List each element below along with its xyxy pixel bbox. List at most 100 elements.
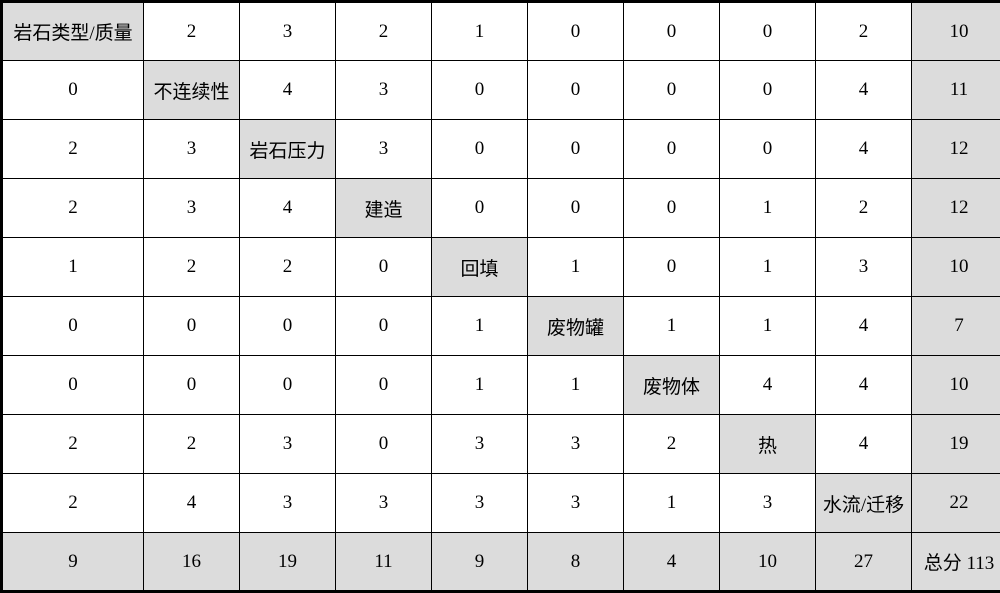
table-cell: 3 <box>720 474 816 533</box>
table-cell: 19 <box>240 533 336 592</box>
table-cell: 27 <box>816 533 912 592</box>
table-cell: 0 <box>2 356 144 415</box>
table-cell: 1 <box>624 474 720 533</box>
table-cell: 废物体 <box>624 356 720 415</box>
table-cell: 0 <box>336 238 432 297</box>
table-cell: 2 <box>144 238 240 297</box>
table-cell: 3 <box>144 179 240 238</box>
table-cell: 10 <box>720 533 816 592</box>
table-cell: 0 <box>624 61 720 120</box>
table-cell: 0 <box>624 2 720 61</box>
table-cell: 4 <box>240 61 336 120</box>
table-cell: 0 <box>720 120 816 179</box>
table-cell: 4 <box>816 61 912 120</box>
table-row: 00001废物罐1147 <box>2 297 1000 356</box>
table-cell: 0 <box>720 61 816 120</box>
table-cell: 2 <box>816 2 912 61</box>
table-row: 23岩石压力30000412 <box>2 120 1000 179</box>
table-cell: 0 <box>624 120 720 179</box>
table-cell: 岩石压力 <box>240 120 336 179</box>
table-cell: 16 <box>144 533 240 592</box>
table-cell: 2 <box>2 120 144 179</box>
table-cell: 0 <box>144 297 240 356</box>
table-cell: 3 <box>336 120 432 179</box>
table-cell: 3 <box>432 415 528 474</box>
table-cell: 热 <box>720 415 816 474</box>
table-cell: 3 <box>816 238 912 297</box>
table-row: 000011废物体4410 <box>2 356 1000 415</box>
table-cell: 11 <box>336 533 432 592</box>
table-cell: 0 <box>240 356 336 415</box>
table-cell: 岩石类型/质量 <box>2 2 144 61</box>
table-cell: 3 <box>240 2 336 61</box>
table-cell: 2 <box>2 474 144 533</box>
table-cell: 3 <box>240 415 336 474</box>
table-cell: 不连续性 <box>144 61 240 120</box>
table-cell: 1 <box>528 238 624 297</box>
table-cell: 0 <box>144 356 240 415</box>
table-cell: 3 <box>432 474 528 533</box>
table-row: 岩石类型/质量2321000210 <box>2 2 1000 61</box>
table-cell: 3 <box>336 474 432 533</box>
table-cell: 4 <box>816 297 912 356</box>
table-cell: 4 <box>816 356 912 415</box>
table-row: 2230332热419 <box>2 415 1000 474</box>
table-cell: 0 <box>432 179 528 238</box>
interaction-matrix-table: 岩石类型/质量23210002100不连续性43000041123岩石压力300… <box>0 0 1000 593</box>
table-cell: 7 <box>912 297 1000 356</box>
table-cell: 4 <box>816 120 912 179</box>
table-cell: 3 <box>528 474 624 533</box>
table-cell: 0 <box>720 2 816 61</box>
table-cell: 1 <box>432 356 528 415</box>
table-cell: 10 <box>912 238 1000 297</box>
table-cell: 2 <box>144 415 240 474</box>
table-cell: 9 <box>2 533 144 592</box>
table-cell: 0 <box>432 120 528 179</box>
table-cell: 0 <box>624 238 720 297</box>
table-row: 0不连续性430000411 <box>2 61 1000 120</box>
table-cell: 总分 113 <box>912 533 1000 592</box>
table-cell: 4 <box>240 179 336 238</box>
table-cell: 建造 <box>336 179 432 238</box>
table-cell: 1 <box>2 238 144 297</box>
table-row: 91619119841027总分 113 <box>2 533 1000 592</box>
table-cell: 2 <box>624 415 720 474</box>
table-cell: 0 <box>528 2 624 61</box>
table-cell: 0 <box>336 297 432 356</box>
table-cell: 0 <box>528 179 624 238</box>
table-row: 234建造0001212 <box>2 179 1000 238</box>
table-cell: 2 <box>2 415 144 474</box>
table-row: 1220回填101310 <box>2 238 1000 297</box>
table-cell: 0 <box>240 297 336 356</box>
table-cell: 0 <box>528 120 624 179</box>
table-cell: 3 <box>336 61 432 120</box>
table-cell: 废物罐 <box>528 297 624 356</box>
table-cell: 10 <box>912 2 1000 61</box>
table-cell: 1 <box>720 179 816 238</box>
table-cell: 0 <box>528 61 624 120</box>
table-cell: 0 <box>624 179 720 238</box>
table-cell: 1 <box>432 2 528 61</box>
table-cell: 1 <box>528 356 624 415</box>
table-body: 岩石类型/质量23210002100不连续性43000041123岩石压力300… <box>2 2 1000 592</box>
table-cell: 22 <box>912 474 1000 533</box>
table-cell: 2 <box>2 179 144 238</box>
table-cell: 9 <box>432 533 528 592</box>
table-cell: 4 <box>816 415 912 474</box>
table-cell: 4 <box>624 533 720 592</box>
table-cell: 4 <box>720 356 816 415</box>
table-row: 24333313水流/迁移22 <box>2 474 1000 533</box>
table-cell: 3 <box>144 120 240 179</box>
table-cell: 2 <box>816 179 912 238</box>
table-cell: 11 <box>912 61 1000 120</box>
table-cell: 0 <box>2 61 144 120</box>
table-cell: 3 <box>528 415 624 474</box>
table-cell: 回填 <box>432 238 528 297</box>
table-cell: 8 <box>528 533 624 592</box>
table-cell: 1 <box>432 297 528 356</box>
table-cell: 0 <box>336 356 432 415</box>
table-cell: 12 <box>912 120 1000 179</box>
table-cell: 10 <box>912 356 1000 415</box>
table-cell: 0 <box>2 297 144 356</box>
table-cell: 4 <box>144 474 240 533</box>
